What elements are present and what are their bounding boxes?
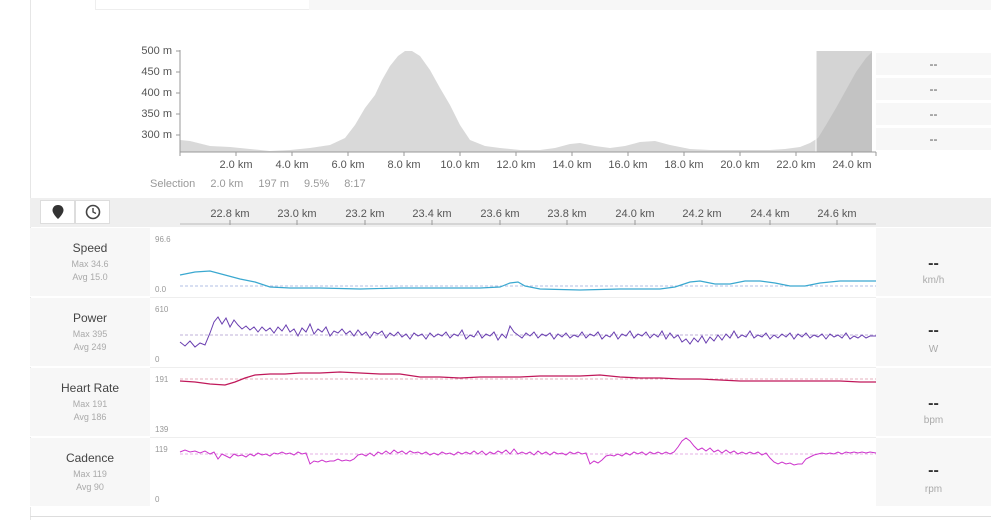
elevation-side-value: --	[876, 53, 991, 75]
elevation-side-value: --	[876, 103, 991, 125]
zoom-axis	[180, 220, 876, 225]
heart-rate-summary: Heart Rate Max 191 Avg 186	[30, 368, 150, 437]
row-divider	[150, 437, 876, 438]
zoom-x-tick: 24.2 km	[682, 208, 722, 220]
metric-value: --	[928, 255, 939, 272]
metric-unit: rpm	[924, 484, 943, 495]
power-summary: Power Max 395 Avg 249	[30, 298, 150, 367]
elevation-x-tick: 2.0 km	[219, 159, 253, 171]
heart-rate-scale-min: 139	[155, 425, 169, 434]
zoom-x-tick: 24.4 km	[750, 208, 790, 220]
metric-max: Max 119	[73, 469, 107, 479]
zoom-x-tick: 23.8 km	[547, 208, 587, 220]
elevation-x-tick: 18.0 km	[664, 159, 704, 171]
selection-time: 8:17	[344, 178, 366, 190]
elevation-x-tick: 24.0 km	[832, 159, 872, 171]
elevation-y-tick: 500 m	[141, 45, 172, 57]
elevation-y-tick: 400 m	[141, 87, 172, 99]
selection-range	[816, 51, 874, 152]
selection-distance: 2.0 km	[210, 178, 244, 190]
elevation-side-value: --	[876, 78, 991, 100]
metric-traces[interactable]	[0, 228, 991, 508]
map-view-button[interactable]	[40, 200, 75, 224]
zoom-x-tick: 24.6 km	[817, 208, 857, 220]
zoom-x-tick: 23.6 km	[480, 208, 520, 220]
zoom-toolbar	[30, 198, 991, 227]
cadence-summary: Cadence Max 119 Avg 90	[30, 438, 150, 507]
metric-max: Max 395	[72, 329, 108, 339]
row-divider	[150, 297, 876, 298]
power-scale-max: 610	[155, 305, 169, 314]
cadence-current: -- rpm	[876, 438, 991, 506]
metric-value: --	[928, 462, 939, 479]
elevation-x-tick: 22.0 km	[776, 159, 816, 171]
elevation-x-tick: 6.0 km	[331, 159, 365, 171]
elevation-x-tick: 8.0 km	[387, 159, 421, 171]
metric-name: Heart Rate	[60, 381, 120, 395]
speed-scale-min: 0.0	[155, 285, 167, 294]
elevation-y-tick: 450 m	[141, 66, 172, 78]
elevation-x-tick: 14.0 km	[552, 159, 592, 171]
map-pin-icon	[52, 205, 63, 219]
time-view-button[interactable]	[75, 200, 110, 224]
row-divider	[150, 367, 876, 368]
metric-unit: km/h	[922, 275, 945, 286]
zoom-x-tick: 23.2 km	[345, 208, 385, 220]
metric-unit: bpm	[923, 415, 944, 426]
top-gray-strip	[309, 0, 991, 10]
speed-scale-max: 96.6	[155, 235, 171, 244]
selection-summary: Selection 2.0 km 197 m 9.5% 8:17	[150, 178, 378, 190]
metric-name: Cadence	[65, 451, 115, 465]
elevation-x-tick: 16.0 km	[608, 159, 648, 171]
metric-value: --	[928, 395, 939, 412]
heart-rate-current: -- bpm	[876, 368, 991, 436]
power-trace	[179, 316, 876, 348]
cadence-scale-max: 119	[155, 445, 168, 454]
power-scale-min: 0	[155, 355, 160, 364]
speed-summary: Speed Max 34.6 Avg 15.0	[30, 228, 150, 297]
metric-max: Max 191	[72, 399, 108, 409]
metric-max: Max 34.6	[71, 259, 109, 269]
elevation-chart[interactable]	[0, 0, 991, 200]
selection-label: Selection	[150, 178, 196, 190]
zoom-x-tick: 24.0 km	[615, 208, 655, 220]
selection-elevation: 197 m	[258, 178, 289, 190]
elevation-profile	[180, 51, 873, 152]
metric-value: --	[928, 322, 939, 339]
zoom-x-tick: 23.4 km	[412, 208, 452, 220]
power-current: -- W	[876, 298, 991, 366]
metric-name: Power	[72, 311, 107, 325]
elevation-x-tick: 10.0 km	[440, 159, 480, 171]
elevation-y-tick: 350 m	[141, 108, 172, 120]
zoom-x-tick: 22.8 km	[210, 208, 250, 220]
zoom-x-tick: 23.0 km	[277, 208, 317, 220]
heart-rate-scale-max: 191	[155, 375, 169, 384]
elevation-side-value: --	[876, 128, 991, 150]
heart-rate-trace	[179, 371, 876, 386]
cadence-trace	[179, 437, 877, 466]
clock-icon	[85, 204, 100, 220]
bottom-border	[30, 516, 991, 517]
speed-current: -- km/h	[876, 228, 991, 296]
cadence-scale-min: 0	[155, 495, 160, 504]
elevation-x-tick: 20.0 km	[720, 159, 760, 171]
elevation-x-tick: 4.0 km	[275, 159, 309, 171]
metric-avg: Avg 15.0	[72, 272, 108, 282]
elevation-x-tick: 12.0 km	[496, 159, 536, 171]
metric-avg: Avg 90	[76, 482, 104, 492]
elevation-y-tick: 300 m	[141, 129, 172, 141]
metric-unit: W	[928, 344, 939, 355]
speed-trace	[179, 270, 876, 291]
selection-grade: 9.5%	[304, 178, 330, 190]
metric-avg: Avg 249	[73, 342, 107, 352]
metric-name: Speed	[72, 241, 108, 255]
metric-avg: Avg 186	[73, 412, 107, 422]
